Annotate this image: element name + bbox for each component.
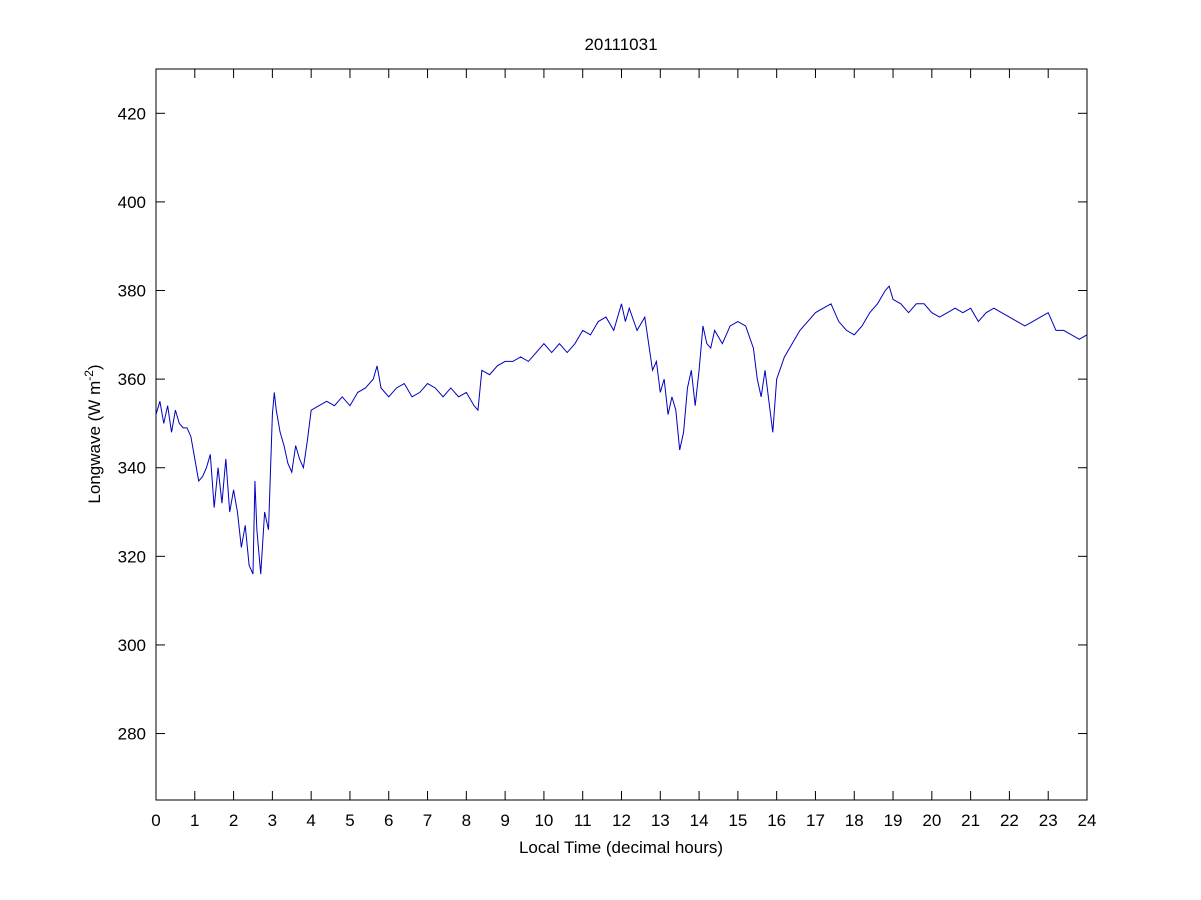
y-tick-label: 360 bbox=[118, 370, 146, 389]
y-tick-label: 280 bbox=[118, 725, 146, 744]
y-axis-label-text: Longwave (W m bbox=[85, 381, 104, 504]
x-tick-label: 2 bbox=[229, 811, 238, 830]
x-tick-label: 13 bbox=[651, 811, 670, 830]
y-tick-label: 420 bbox=[118, 104, 146, 123]
x-tick-label: 11 bbox=[574, 811, 592, 830]
x-tick-label: 23 bbox=[1039, 811, 1058, 830]
x-tick-label: 24 bbox=[1078, 811, 1097, 830]
x-tick-label: 22 bbox=[1000, 811, 1019, 830]
y-tick-label: 320 bbox=[118, 547, 146, 566]
x-tick-label: 0 bbox=[151, 811, 160, 830]
x-tick-label: 6 bbox=[384, 811, 393, 830]
x-axis-label: Local Time (decimal hours) bbox=[519, 838, 723, 857]
y-axis-label-sup: -2 bbox=[82, 370, 96, 381]
plot-frame bbox=[155, 68, 1088, 801]
x-tick-label: 3 bbox=[268, 811, 277, 830]
y-tick-label: 380 bbox=[118, 282, 146, 301]
x-tick-label: 1 bbox=[190, 811, 199, 830]
x-tick-label: 17 bbox=[806, 811, 825, 830]
x-tick-label: 10 bbox=[534, 811, 553, 830]
y-axis-label: Longwave (W m-2) bbox=[82, 364, 104, 503]
x-tick-label: 18 bbox=[845, 811, 864, 830]
x-tick-label: 15 bbox=[728, 811, 747, 830]
y-axis-label-close: ) bbox=[85, 364, 104, 370]
chart-title: 20111031 bbox=[584, 35, 657, 54]
x-tick-label: 8 bbox=[462, 811, 471, 830]
x-tick-label: 19 bbox=[884, 811, 903, 830]
x-tick-label: 12 bbox=[612, 811, 631, 830]
y-tick-label: 300 bbox=[118, 636, 146, 655]
y-tick-label: 340 bbox=[118, 459, 146, 478]
x-tick-label: 7 bbox=[423, 811, 432, 830]
x-tick-label: 16 bbox=[767, 811, 786, 830]
x-tick-label: 9 bbox=[500, 811, 509, 830]
data-line bbox=[155, 285, 1088, 575]
y-tick-label: 400 bbox=[118, 193, 146, 212]
x-tick-label: 20 bbox=[922, 811, 941, 830]
x-tick-label: 21 bbox=[961, 811, 980, 830]
x-tick-label: 5 bbox=[345, 811, 354, 830]
x-tick-label: 4 bbox=[306, 811, 315, 830]
x-tick-label: 14 bbox=[690, 811, 709, 830]
